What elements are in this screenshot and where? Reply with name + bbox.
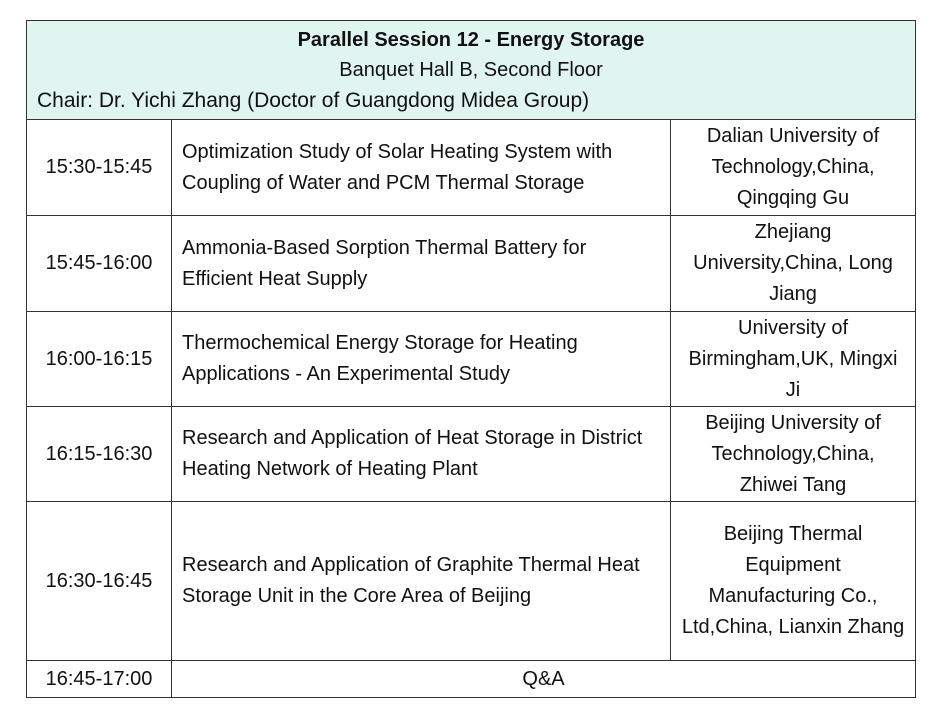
talk-time: 16:00-16:15 (26, 311, 172, 407)
talk-title: Optimization Study of Solar Heating Syst… (171, 119, 671, 216)
talk-time: 16:15-16:30 (26, 406, 172, 502)
table-row: 16:00-16:15 Thermochemical Energy Storag… (26, 311, 917, 407)
session-schedule-table: Parallel Session 12 - Energy Storage Ban… (25, 20, 917, 698)
session-chair: Chair: Dr. Yichi Zhang (Doctor of Guangd… (37, 88, 590, 112)
session-header: Parallel Session 12 - Energy Storage Ban… (25, 20, 917, 120)
qa-time: 16:45-17:00 (26, 660, 172, 698)
talk-time: 15:45-16:00 (26, 215, 172, 312)
table-row: 15:45-16:00 Ammonia-Based Sorption Therm… (26, 215, 917, 312)
talk-affiliation: Beijing Thermal Equipment Manufacturing … (669, 501, 917, 661)
session-location: Banquet Hall B, Second Floor (339, 58, 603, 81)
table-row: 16:15-16:30 Research and Application of … (26, 406, 917, 502)
talk-time: 15:30-15:45 (26, 119, 172, 216)
talk-affiliation: University of Birmingham,UK, Mingxi Ji (669, 311, 917, 407)
qa-row: 16:45-17:00 Q&A (26, 660, 917, 698)
table-row: 16:30-16:45 Research and Application of … (26, 501, 917, 661)
session-header-row: Parallel Session 12 - Energy Storage Ban… (25, 20, 917, 120)
talk-title: Ammonia-Based Sorption Thermal Battery f… (171, 215, 671, 312)
talk-time: 16:30-16:45 (26, 501, 172, 661)
qa-label: Q&A (170, 660, 917, 698)
talk-title: Thermochemical Energy Storage for Heatin… (171, 311, 671, 407)
talk-title: Research and Application of Heat Storage… (171, 406, 671, 502)
table-row: 15:30-15:45 Optimization Study of Solar … (26, 119, 917, 216)
session-title: Parallel Session 12 - Energy Storage (297, 28, 645, 51)
talk-title: Research and Application of Graphite The… (171, 501, 671, 661)
talk-affiliation: Dalian University of Technology,China, Q… (669, 119, 917, 216)
talk-affiliation: Beijing University of Technology,China, … (669, 406, 917, 502)
talk-affiliation: Zhejiang University,China, Long Jiang (669, 215, 917, 312)
